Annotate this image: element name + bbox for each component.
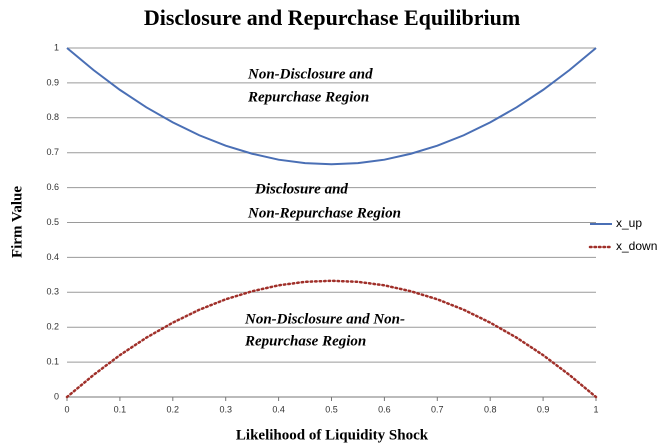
y-tick-label: 0.9 (46, 77, 59, 87)
series-line (65, 279, 598, 399)
x-tick-label: 0.9 (537, 404, 550, 414)
y-tick-label: 0.2 (46, 322, 59, 332)
x-tick-label: 0 (64, 404, 69, 414)
y-tick-label: 0.7 (46, 147, 59, 157)
y-tick-label: 0.4 (46, 252, 59, 262)
y-tick-label: 1 (54, 42, 59, 52)
x-tick-label: 0.3 (219, 404, 232, 414)
x-tick-label: 0.7 (431, 404, 444, 414)
region-label: Non-Repurchase Region (247, 205, 401, 221)
region-label: Non-Disclosure and (247, 66, 373, 82)
region-label: Repurchase Region (247, 89, 369, 105)
region-label: Repurchase Region (244, 333, 366, 349)
series-line (66, 47, 597, 166)
x-tick-label: 0.2 (167, 404, 180, 414)
x-tick-label: 0.4 (272, 404, 285, 414)
legend-label: x_up (616, 216, 642, 230)
x-axis-label: Likelihood of Liquidity Shock (236, 427, 429, 443)
x-tick-label: 0.1 (114, 404, 127, 414)
region-label: Disclosure and (254, 181, 348, 197)
y-tick-label: 0.5 (46, 217, 59, 227)
y-tick-label: 0.1 (46, 356, 59, 366)
x-tick-label: 0.8 (484, 404, 497, 414)
x-tick-label: 0.5 (325, 404, 338, 414)
x-tick-label: 0.6 (378, 404, 391, 414)
chart-title: Disclosure and Repurchase Equilibrium (144, 5, 520, 30)
y-tick-label: 0 (54, 391, 59, 401)
legend-label: x_down (616, 239, 657, 253)
y-tick-label: 0.6 (46, 182, 59, 192)
region-label: Non-Disclosure and Non- (244, 311, 405, 327)
y-tick-label: 0.3 (46, 287, 59, 297)
y-axis-label: Firm Value (9, 186, 25, 258)
y-tick-label: 0.8 (46, 112, 59, 122)
x-tick-label: 1 (593, 404, 598, 414)
